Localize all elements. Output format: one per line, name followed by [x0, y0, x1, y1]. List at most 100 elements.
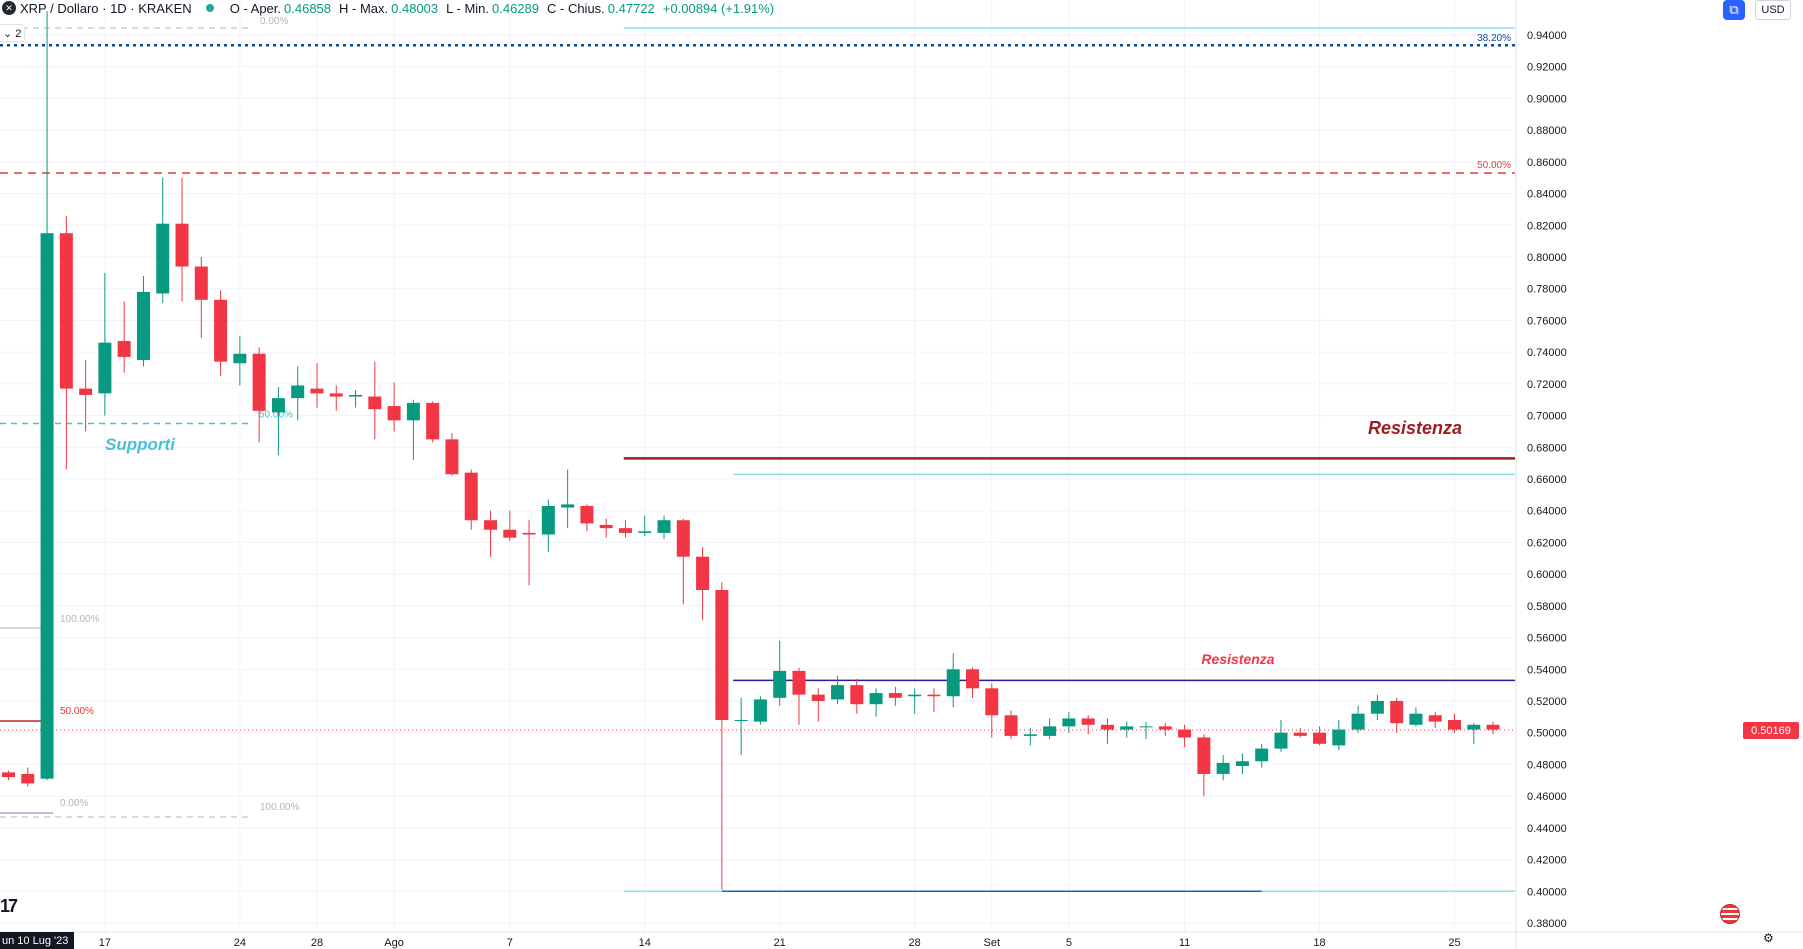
grid-lines — [0, 0, 1515, 932]
candle-body — [59, 233, 73, 389]
price-tick-label: 0.66000 — [1527, 474, 1567, 486]
candle-body — [1062, 718, 1076, 727]
candle-body — [1043, 726, 1057, 736]
price-tick-label: 0.70000 — [1527, 411, 1567, 423]
candle — [387, 382, 401, 432]
candle — [1448, 713, 1461, 733]
candle — [985, 683, 999, 738]
candle-body — [676, 520, 690, 557]
candle-body — [368, 396, 382, 410]
candle-body — [464, 472, 478, 521]
price-tick-label: 0.48000 — [1527, 759, 1567, 771]
candle — [1178, 724, 1192, 747]
candle-body — [1197, 737, 1211, 774]
candle-body — [696, 556, 710, 590]
price-tick-label: 0.62000 — [1527, 537, 1567, 549]
candle-body — [1486, 724, 1500, 730]
candle-body — [522, 532, 536, 535]
candle-body — [1178, 729, 1192, 738]
time-axis[interactable]: 17 24 28 Ago 7 14 21 28 Set 5 11 18 25 — [0, 931, 1803, 949]
candle — [1158, 723, 1172, 736]
price-tick-label: 0.54000 — [1527, 664, 1567, 676]
candle-body — [1428, 715, 1442, 722]
candle-body — [1390, 701, 1404, 724]
candle — [1370, 694, 1384, 721]
price-tick-label: 0.90000 — [1527, 93, 1567, 105]
candle — [1486, 721, 1500, 735]
candle-body — [715, 590, 729, 721]
candle — [59, 215, 73, 470]
time-tick-label: 14 — [639, 937, 651, 949]
candle — [1004, 710, 1018, 740]
low-value: 0.46289 — [492, 0, 539, 16]
tradingview-logo[interactable]: 17 — [0, 896, 18, 916]
candle-body — [310, 388, 324, 394]
high-label: H - Max. — [339, 0, 389, 16]
candle-body — [1274, 732, 1288, 749]
resistenza-top-label: Resistenza — [1368, 418, 1462, 438]
candle — [1332, 720, 1346, 751]
indicators-collapse-button[interactable]: ⌄ 2 — [0, 24, 26, 42]
candle — [1313, 726, 1327, 746]
candle-body — [734, 720, 748, 722]
axis-settings-icon[interactable]: ⚙ — [1763, 931, 1774, 945]
candle — [869, 688, 883, 717]
price-tick-label: 0.52000 — [1527, 696, 1567, 708]
candle-body — [1332, 729, 1346, 746]
candle — [657, 515, 671, 540]
chart-settings-icon[interactable]: ⧉ — [1723, 0, 1745, 20]
candle — [329, 385, 343, 411]
candle-body — [1120, 726, 1134, 730]
candle — [21, 767, 35, 787]
candle-body — [850, 685, 864, 705]
candle — [1274, 720, 1288, 752]
price-tick-label: 0.88000 — [1527, 125, 1567, 137]
price-tick-label: 0.46000 — [1527, 791, 1567, 803]
candle-body — [98, 342, 112, 394]
fib-50-right-label: 50.00% — [1477, 160, 1511, 171]
price-tick-label: 0.74000 — [1527, 347, 1567, 359]
price-tick-label: 0.60000 — [1527, 569, 1567, 581]
candle — [117, 301, 131, 373]
close-label: C - Chius. — [547, 0, 605, 16]
candle-body — [1216, 762, 1230, 774]
top-right-controls: ⧉ USD — [1723, 0, 1803, 20]
symbol-title[interactable]: XRP / Dollaro · 1D · KRAKEN — [20, 0, 192, 16]
candle — [1390, 697, 1404, 733]
candle-body — [888, 693, 902, 698]
candle-body — [271, 398, 285, 413]
candle — [1197, 734, 1211, 797]
candle — [888, 686, 902, 706]
annotations-layer: Resistenza Resistenza Supporti — [105, 418, 1462, 667]
candle — [541, 499, 555, 552]
candle — [214, 290, 228, 376]
price-axis[interactable]: 0.94000 0.92000 0.90000 0.88000 0.86000 0.840… — [1515, 0, 1567, 949]
time-tick-label: 7 — [507, 937, 513, 949]
supporti-label: Supporti — [105, 435, 176, 454]
candle-body — [136, 291, 150, 361]
candle-body — [1448, 720, 1461, 730]
current-date-label: un 10 Lug '23 — [0, 932, 75, 949]
candle-body — [1158, 726, 1172, 730]
candle-body — [811, 694, 825, 701]
candle-body — [1023, 734, 1037, 736]
candle — [1467, 723, 1481, 744]
candle-body — [445, 439, 459, 475]
candle — [271, 387, 285, 456]
time-tick-label: 25 — [1448, 937, 1460, 949]
currency-selector[interactable]: USD — [1755, 0, 1791, 20]
time-tick-label: 21 — [774, 937, 786, 949]
low-label: L - Min. — [446, 0, 489, 16]
candle — [908, 688, 922, 714]
us-flag-icon — [1720, 904, 1740, 924]
candle-body — [2, 772, 15, 778]
candle-body — [618, 528, 632, 533]
candle-body — [946, 669, 960, 697]
candles-layer — [2, 11, 1500, 890]
price-tick-label: 0.44000 — [1527, 823, 1567, 835]
fib-100-low-label: 100.00% — [260, 802, 300, 813]
candle — [291, 366, 305, 421]
time-tick-label: 5 — [1066, 937, 1072, 949]
candle-body — [117, 341, 131, 357]
